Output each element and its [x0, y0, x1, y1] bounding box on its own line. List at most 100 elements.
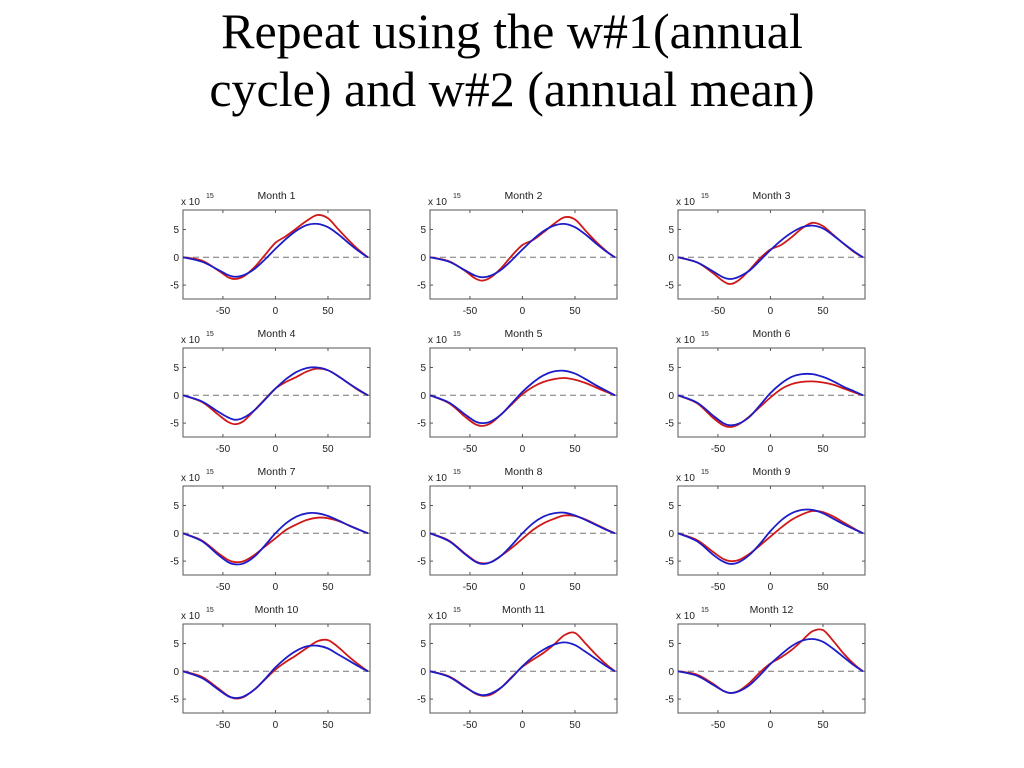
- y-tick-label: -5: [665, 281, 674, 292]
- y-multiplier-label: x 10: [428, 335, 447, 346]
- plot-frame: [182, 347, 371, 438]
- y-tick-label: 5: [420, 501, 426, 512]
- y-multiplier-label: x 10: [676, 335, 695, 346]
- y-tick-label: -5: [417, 557, 426, 568]
- slide-title-line-1: Repeat using the w#1(annual: [221, 3, 803, 59]
- x-tick-label: -50: [216, 306, 231, 317]
- x-tick-label: -50: [216, 582, 231, 593]
- x-tick-label: -50: [463, 444, 478, 455]
- series-line-2: [182, 644, 369, 699]
- y-multiplier-exponent: 15: [701, 469, 709, 476]
- x-tick-label: -50: [216, 444, 231, 455]
- y-tick-label: 0: [668, 667, 674, 678]
- slide-title-line-2: cycle) and w#2 (annual mean): [209, 61, 815, 117]
- series-line-2: [182, 366, 369, 421]
- y-tick-label: 0: [173, 529, 179, 540]
- chart-title: Month 10: [255, 604, 299, 616]
- y-multiplier-exponent: 15: [453, 469, 461, 476]
- x-tick-label: 50: [322, 444, 334, 455]
- series-line-2: [677, 638, 864, 694]
- x-tick-label: -50: [711, 306, 726, 317]
- y-tick-label: 5: [173, 363, 179, 374]
- x-tick-label: 0: [273, 306, 279, 317]
- series-line-1: [677, 510, 864, 563]
- y-tick-label: 0: [420, 253, 426, 264]
- y-multiplier-exponent: 15: [701, 607, 709, 614]
- series-line-1: [429, 216, 616, 282]
- y-multiplier-label: x 10: [676, 611, 695, 622]
- y-tick-label: 5: [420, 225, 426, 236]
- series-line-2: [677, 224, 864, 280]
- chart-title: Month 8: [505, 466, 543, 478]
- plot-frame: [429, 623, 618, 714]
- x-tick-label: -50: [463, 582, 478, 593]
- x-tick-label: -50: [711, 720, 726, 731]
- y-tick-label: 5: [668, 501, 674, 512]
- series-line-2: [429, 641, 616, 697]
- x-tick-label: -50: [711, 582, 726, 593]
- x-tick-label: 50: [322, 582, 334, 593]
- y-multiplier-label: x 10: [676, 197, 695, 208]
- series-line-2: [429, 369, 616, 425]
- y-tick-label: -5: [665, 695, 674, 706]
- x-tick-label: 50: [322, 306, 334, 317]
- x-tick-label: 50: [569, 582, 581, 593]
- x-tick-label: 0: [273, 720, 279, 731]
- x-tick-label: -50: [463, 306, 478, 317]
- chart-title: Month 2: [505, 190, 543, 202]
- x-tick-label: -50: [216, 720, 231, 731]
- slide-title: Repeat using the w#1(annual cycle) and w…: [0, 2, 1024, 118]
- chart-title: Month 9: [753, 466, 791, 478]
- y-tick-label: 0: [420, 391, 426, 402]
- y-multiplier-label: x 10: [181, 197, 200, 208]
- x-tick-label: 0: [520, 444, 526, 455]
- plot-frame: [677, 623, 866, 714]
- x-tick-label: 50: [817, 306, 829, 317]
- y-tick-label: 0: [668, 529, 674, 540]
- y-tick-label: 5: [173, 225, 179, 236]
- y-multiplier-exponent: 15: [206, 331, 214, 338]
- plot-frame: [677, 209, 866, 300]
- y-tick-label: 5: [668, 363, 674, 374]
- y-multiplier-exponent: 15: [453, 607, 461, 614]
- x-tick-label: 0: [768, 306, 774, 317]
- plot-frame: [182, 623, 371, 714]
- y-tick-label: 0: [173, 667, 179, 678]
- y-multiplier-exponent: 15: [453, 331, 461, 338]
- chart-title: Month 1: [258, 190, 296, 202]
- y-tick-label: -5: [417, 281, 426, 292]
- plot-frame: [429, 209, 618, 300]
- x-tick-label: -50: [463, 720, 478, 731]
- x-tick-label: 50: [322, 720, 334, 731]
- chart-title: Month 11: [502, 604, 545, 616]
- y-tick-label: 0: [420, 529, 426, 540]
- x-tick-label: 50: [569, 720, 581, 731]
- x-tick-label: 0: [273, 582, 279, 593]
- y-multiplier-label: x 10: [676, 473, 695, 484]
- x-tick-label: 0: [520, 306, 526, 317]
- plot-frame: [182, 485, 371, 576]
- x-tick-label: 0: [273, 444, 279, 455]
- plot-frame: [182, 209, 371, 300]
- x-tick-label: 0: [768, 444, 774, 455]
- y-tick-label: 0: [420, 667, 426, 678]
- series-line-1: [429, 377, 616, 427]
- y-multiplier-exponent: 15: [206, 193, 214, 200]
- x-tick-label: 50: [817, 582, 829, 593]
- x-tick-label: 50: [817, 444, 829, 455]
- x-tick-label: -50: [711, 444, 726, 455]
- y-multiplier-exponent: 15: [206, 607, 214, 614]
- y-multiplier-label: x 10: [428, 611, 447, 622]
- plot-frame: [429, 485, 618, 576]
- series-line-1: [182, 214, 369, 280]
- chart-title: Month 3: [753, 190, 791, 202]
- series-line-2: [677, 372, 864, 427]
- y-tick-label: -5: [417, 695, 426, 706]
- y-tick-label: 5: [173, 501, 179, 512]
- y-multiplier-exponent: 15: [453, 193, 461, 200]
